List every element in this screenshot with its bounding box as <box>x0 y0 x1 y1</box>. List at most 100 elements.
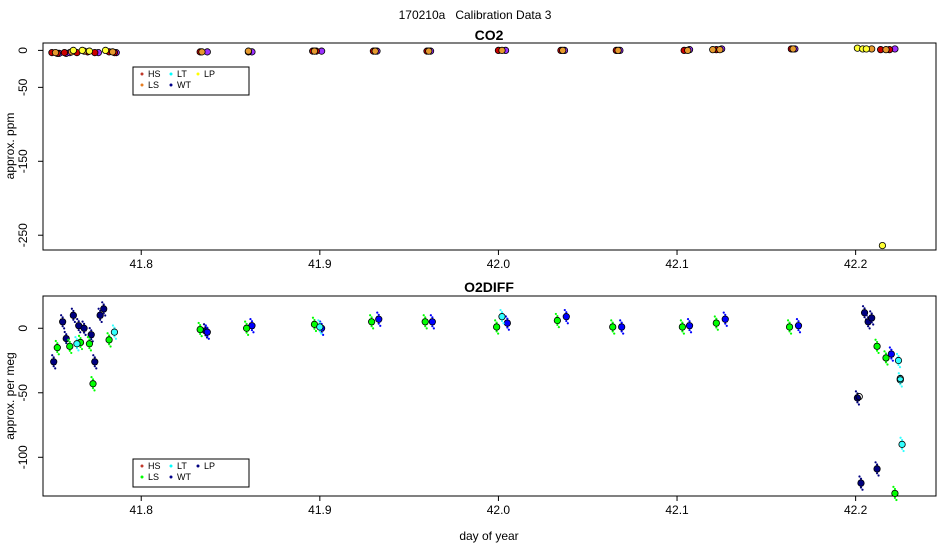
o2diff-legend: HS LS LT WT LP <box>132 458 250 488</box>
o2diff-point <box>57 353 60 356</box>
o2diff-mean-point <box>368 318 376 326</box>
co2-point <box>559 46 567 54</box>
o2diff-point <box>875 340 879 344</box>
o2diff-point <box>77 320 80 323</box>
o2diff-point <box>322 333 325 336</box>
o2diff-point <box>376 311 379 314</box>
o2diff-point <box>797 328 800 332</box>
o2diff-point <box>897 355 900 358</box>
o2diff-y-axis-label: approx. per meg <box>3 352 17 439</box>
o2diff-point <box>875 463 879 466</box>
co2-point <box>310 47 319 55</box>
o2diff-mean-point <box>609 323 617 331</box>
o2diff-point <box>681 321 684 324</box>
o2diff-mean-point <box>96 311 104 319</box>
o2diff-point <box>715 326 718 329</box>
o2diff-point <box>563 308 566 312</box>
o2diff-point <box>102 303 105 306</box>
o2diff-mean-point <box>685 322 694 330</box>
o2diff-point <box>716 328 719 331</box>
o2diff-legend-wt-marker <box>169 475 173 479</box>
o2diff-point <box>893 487 897 491</box>
o2diff-point <box>854 390 858 393</box>
o2diff-legend-lp-marker <box>196 464 200 468</box>
co2-legend-hs-marker <box>140 72 144 76</box>
o2diff-point <box>379 324 382 327</box>
o2diff-point <box>88 347 91 350</box>
o2diff-point <box>314 329 318 333</box>
co2-point <box>85 47 94 55</box>
co2-legend-box <box>132 66 250 96</box>
o2diff-point <box>495 321 498 324</box>
o2diff-mean-point <box>855 392 863 401</box>
o2diff-mean-point <box>712 319 720 327</box>
o2diff-point <box>372 327 375 330</box>
o2diff-point <box>500 319 504 323</box>
co2-data-points <box>48 44 899 250</box>
o2diff-mean-point <box>316 323 324 331</box>
o2diff-point <box>90 329 93 332</box>
o2diff-point <box>622 332 625 335</box>
o2diff-point <box>895 352 899 356</box>
o2diff-point <box>90 376 93 379</box>
o2diff-point <box>311 316 315 319</box>
o2diff-point <box>67 338 70 341</box>
o2diff-mean-point <box>873 465 881 473</box>
o2diff-point <box>76 317 79 321</box>
o2diff-point <box>199 324 202 327</box>
o2diff-point <box>890 357 893 360</box>
o2diff-mean-point <box>868 314 876 322</box>
o2diff-point <box>565 311 568 314</box>
o2diff-point <box>247 333 250 336</box>
o2diff-mean-point <box>421 318 429 326</box>
o2diff-point <box>106 332 109 335</box>
o2diff-point <box>725 324 728 327</box>
o2diff-mean-point <box>100 305 108 313</box>
o2diff-point <box>557 326 560 329</box>
co2-legend-wt-marker <box>169 83 173 87</box>
o2diff-point <box>109 345 112 348</box>
o2diff-point <box>874 338 877 341</box>
o2diff-mean-point <box>894 356 903 365</box>
o2diff-point <box>893 496 897 499</box>
o2diff-point <box>500 311 504 314</box>
o2diff-point <box>897 363 900 367</box>
x-tick-label: 42.2 <box>844 503 868 517</box>
o2diff-mean-point <box>105 336 113 344</box>
y-tick-label: -100 <box>16 445 30 469</box>
o2diff-point <box>89 349 93 352</box>
x-tick-label: 41.9 <box>308 503 332 517</box>
co2-panel-title: CO2 <box>475 27 504 43</box>
o2diff-point <box>875 472 879 475</box>
o2diff-point <box>61 316 64 319</box>
o2diff-point <box>865 314 868 317</box>
o2diff-point <box>206 326 209 329</box>
o2diff-point <box>497 332 500 335</box>
o2diff-point <box>197 321 200 325</box>
o2diff-point <box>859 477 863 480</box>
co2-point <box>371 47 379 55</box>
x-tick-label: 42.1 <box>665 257 689 271</box>
o2diff-point <box>63 330 66 334</box>
o2diff-point <box>99 318 102 321</box>
o2diff-x-axis: 41.8 41.9 42.0 42.1 42.2 <box>130 496 868 517</box>
o2diff-point <box>688 320 691 323</box>
o2diff-point <box>798 331 802 334</box>
o2diff-point <box>613 332 616 335</box>
co2-legend: HS LS LT WT LP <box>132 66 250 96</box>
o2diff-point <box>91 387 95 390</box>
o2diff-mean-point <box>89 380 97 388</box>
co2-point <box>709 46 717 54</box>
x-tick-label: 41.8 <box>130 503 154 517</box>
x-axis-label: day of year <box>459 529 518 543</box>
o2diff-point <box>877 351 880 355</box>
o2diff-point <box>61 325 64 328</box>
co2-point <box>789 45 797 53</box>
o2diff-point <box>859 486 863 489</box>
o2diff-legend-box <box>132 458 250 488</box>
o2diff-point <box>891 359 894 362</box>
o2diff-mean-point <box>857 479 865 487</box>
o2diff-point <box>65 341 68 345</box>
o2diff-mean-point <box>618 323 626 331</box>
o2diff-point <box>320 332 323 335</box>
